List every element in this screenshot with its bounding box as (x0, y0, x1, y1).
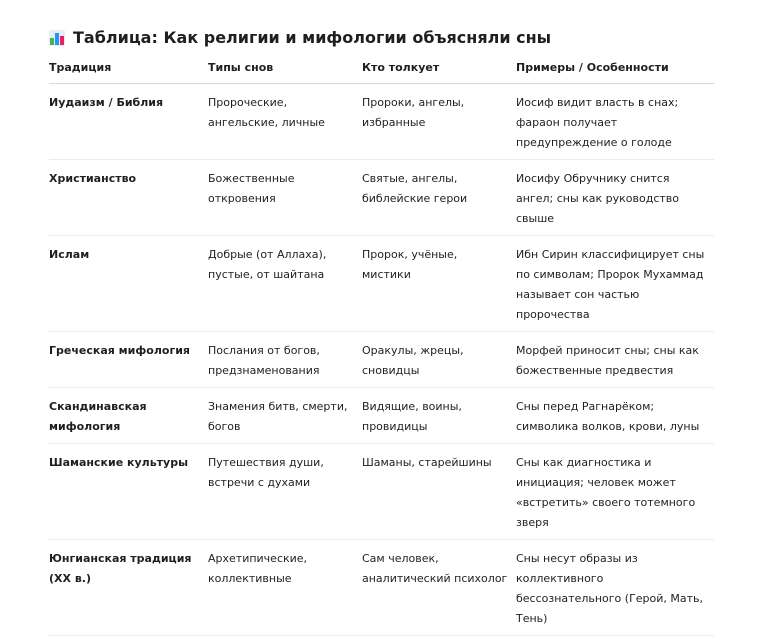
table-cell: Путешествия души, встречи с духами (208, 443, 362, 540)
table-cell: Добрые (от Аллаха), пустые, от шайтана (208, 235, 362, 332)
table-cell: Шаманы, старейшины (362, 443, 516, 540)
table-row: Иудаизм / Библия Пророческие, ангельские,… (49, 83, 714, 160)
table-cell: Греческая мифология (49, 331, 208, 388)
table-cell: Шаманские культуры (49, 443, 208, 540)
table-cell: Божественные откровения (208, 159, 362, 236)
religions-table: Традиция Типы снов Кто толкует Примеры / Ос… (49, 58, 714, 636)
table-cell: Ибн Сирин классифицирует сны по символам… (516, 235, 714, 332)
column-header: Кто толкует (362, 58, 516, 84)
title-text: Таблица: Как религии и мифологии объясня… (73, 28, 552, 47)
table-cell: Сны как диагностика и инициация; человек… (516, 443, 714, 540)
table-cell: Знамения битв, смерти, богов (208, 387, 362, 444)
table-cell: Сам человек, аналитический психолог (362, 539, 516, 636)
column-header: Типы снов (208, 58, 362, 84)
column-header: Традиция (49, 58, 208, 84)
table-cell: Сны несут образы из коллективного бессоз… (516, 539, 714, 636)
table-cell: Послания от богов, предзнаменования (208, 331, 362, 388)
table-header-row: Традиция Типы снов Кто толкует Примеры / Ос… (49, 58, 714, 84)
table-cell: Иосифу Обручнику снится ангел; сны как р… (516, 159, 714, 236)
page-title: Таблица: Как религии и мифологии объясня… (49, 28, 551, 47)
table-row: Христианство Божественные откровения Святы… (49, 159, 714, 236)
table-cell: Пророк, учёные, мистики (362, 235, 516, 332)
table-cell: Пророческие, ангельские, личные (208, 83, 362, 160)
table-cell: Святые, ангелы, библейские герои (362, 159, 516, 236)
table-cell: Видящие, воины, провидицы (362, 387, 516, 444)
table-cell: Сны перед Рагнарёком; символика волков, … (516, 387, 714, 444)
table-cell: Архетипические, коллективные (208, 539, 362, 636)
table-row: Шаманские культуры Путешествия души, встр… (49, 443, 714, 540)
table-row: Греческая мифология Послания от богов, пр… (49, 331, 714, 388)
bar-chart-icon (49, 29, 65, 46)
table-cell: Пророки, ангелы, избранные (362, 83, 516, 160)
table-cell: Иудаизм / Библия (49, 83, 208, 160)
table-row: Юнгианская традиция (XX в.) Архетипически… (49, 539, 714, 636)
table-cell: Юнгианская традиция (XX в.) (49, 539, 208, 636)
table-cell: Морфей приносит сны; сны как божественны… (516, 331, 714, 388)
column-header: Примеры / Особенности (516, 58, 714, 84)
table-cell: Скандинавская мифология (49, 387, 208, 444)
table-cell: Иосиф видит власть в снах; фараон получа… (516, 83, 714, 160)
table-row: Ислам Добрые (от Аллаха), пустые, от шайт… (49, 235, 714, 332)
table-row: Скандинавская мифология Знамения битв, см… (49, 387, 714, 444)
table-cell: Христианство (49, 159, 208, 236)
table-cell: Оракулы, жрецы, сновидцы (362, 331, 516, 388)
table-cell: Ислам (49, 235, 208, 332)
